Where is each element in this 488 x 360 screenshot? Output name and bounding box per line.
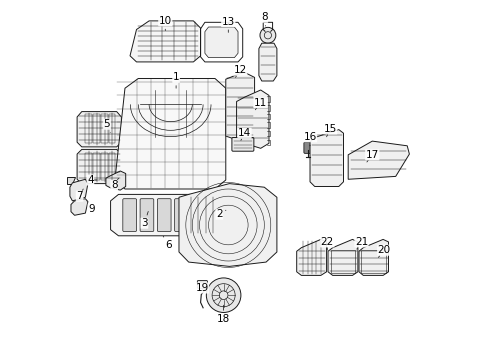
Polygon shape (236, 90, 268, 148)
Bar (85, 114, 92, 143)
Circle shape (260, 27, 275, 43)
Polygon shape (358, 239, 387, 275)
Polygon shape (70, 179, 88, 201)
FancyBboxPatch shape (122, 199, 136, 231)
Polygon shape (67, 177, 75, 184)
Polygon shape (258, 43, 276, 81)
Polygon shape (327, 239, 357, 275)
Polygon shape (115, 78, 225, 189)
Bar (361, 250, 385, 273)
Polygon shape (106, 171, 125, 190)
Polygon shape (225, 72, 254, 142)
Polygon shape (130, 21, 200, 62)
Bar (108, 114, 115, 143)
Text: 10: 10 (159, 16, 171, 31)
Bar (101, 153, 107, 180)
Text: 21: 21 (354, 237, 367, 249)
Text: 20: 20 (377, 245, 390, 257)
Text: 8: 8 (111, 178, 118, 190)
Polygon shape (77, 112, 121, 147)
Polygon shape (77, 149, 121, 184)
Text: 11: 11 (254, 98, 267, 110)
FancyBboxPatch shape (174, 199, 188, 231)
Bar (93, 114, 100, 143)
Text: 18: 18 (217, 305, 230, 324)
Text: 7: 7 (76, 189, 83, 201)
Text: 5: 5 (103, 119, 110, 132)
Polygon shape (309, 130, 343, 186)
Text: 22: 22 (320, 237, 333, 250)
Polygon shape (110, 194, 225, 236)
Text: 15: 15 (323, 124, 336, 137)
Text: 1: 1 (172, 72, 179, 88)
Text: 19: 19 (195, 283, 208, 293)
Text: 12: 12 (233, 65, 246, 77)
Bar (101, 114, 107, 143)
Text: 8: 8 (261, 12, 267, 26)
Text: 17: 17 (365, 150, 378, 162)
Text: 3: 3 (141, 211, 148, 228)
Polygon shape (179, 184, 276, 266)
Bar (85, 153, 92, 180)
FancyBboxPatch shape (197, 280, 207, 288)
Polygon shape (204, 27, 238, 58)
Text: 13: 13 (221, 17, 234, 32)
Text: 14: 14 (237, 128, 251, 140)
Circle shape (206, 278, 241, 312)
Text: 2: 2 (216, 209, 225, 219)
Bar (93, 153, 100, 180)
Bar (108, 153, 115, 180)
Polygon shape (296, 239, 326, 275)
FancyBboxPatch shape (303, 142, 312, 153)
Bar (330, 250, 355, 273)
Text: 4: 4 (87, 175, 97, 185)
Text: 9: 9 (87, 201, 95, 214)
FancyBboxPatch shape (157, 199, 171, 231)
Text: 16: 16 (303, 132, 316, 146)
FancyBboxPatch shape (231, 138, 253, 151)
Text: 6: 6 (163, 236, 172, 250)
Polygon shape (71, 199, 88, 215)
Polygon shape (347, 141, 408, 179)
FancyBboxPatch shape (140, 199, 153, 231)
